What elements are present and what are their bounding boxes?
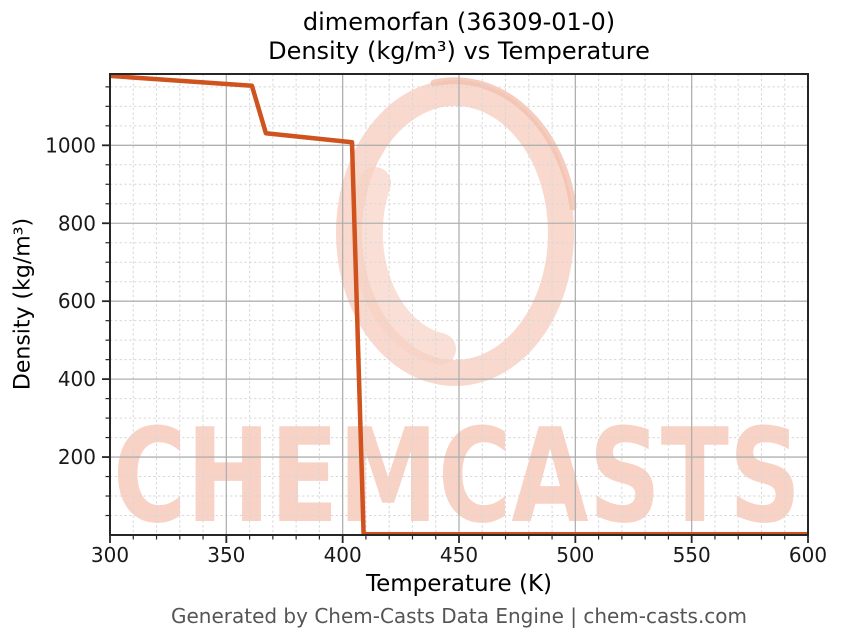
chart-title-line1: dimemorfan (36309-01-0) — [302, 8, 616, 36]
y-tick-label: 400 — [58, 367, 96, 391]
x-tick-label: 350 — [207, 543, 245, 567]
y-tick-label: 600 — [58, 289, 96, 313]
watermark-ring-logo — [336, 80, 574, 386]
footer-attribution: Generated by Chem-Casts Data Engine | ch… — [170, 604, 748, 628]
x-tick-label: 400 — [324, 543, 362, 567]
x-tick-label: 300 — [91, 543, 129, 567]
y-tick-label: 800 — [58, 211, 96, 235]
x-tick-label: 450 — [440, 543, 478, 567]
watermark-ring-swoosh — [430, 77, 577, 211]
major-grid — [110, 74, 808, 535]
y-tick-label: 1000 — [45, 133, 96, 157]
x-tick-label: 550 — [673, 543, 711, 567]
y-tick-label: 200 — [58, 445, 96, 469]
watermark: CHEMCASTS — [113, 77, 801, 552]
chart-title-line2: Density (kg/m³) vs Temperature — [268, 37, 650, 65]
x-axis-label: Temperature (K) — [365, 571, 553, 597]
x-tick-label: 600 — [789, 543, 827, 567]
watermark-text: CHEMCASTS — [113, 400, 801, 552]
x-tick-label: 500 — [556, 543, 594, 567]
chart-title: dimemorfan (36309-01-0) Density (kg/m³) … — [110, 8, 808, 66]
axis-ticks — [102, 86, 809, 543]
